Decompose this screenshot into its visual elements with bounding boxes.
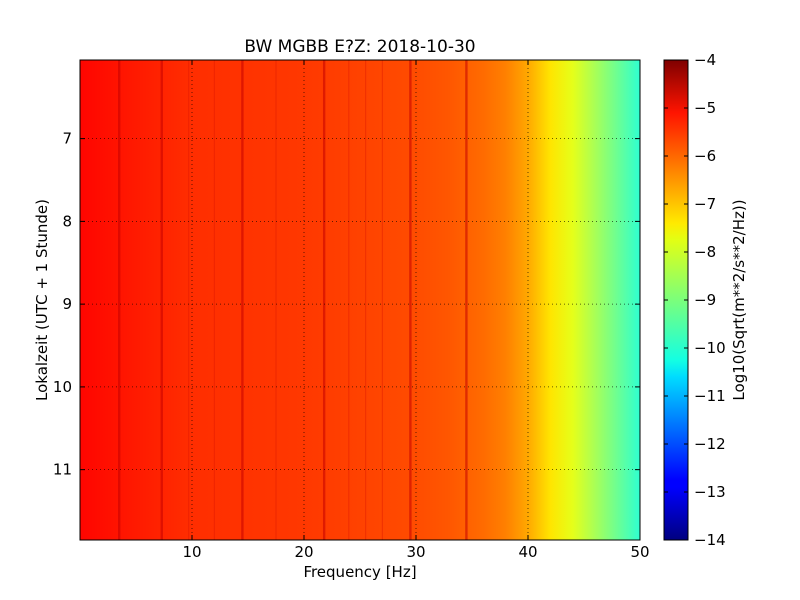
y-tick-label: 7	[62, 130, 72, 148]
y-tick-label: 11	[53, 461, 72, 479]
y-axis-label: Lokalzeit (UTC + 1 Stunde)	[33, 199, 51, 401]
x-tick-label: 20	[294, 543, 313, 561]
colorbar-tick-label: −8	[694, 243, 716, 261]
colorbar-tick-label: −11	[694, 387, 726, 405]
colorbar-tick-label: −7	[694, 195, 716, 213]
y-axis: 7 8 9 10 11	[53, 130, 640, 479]
plot-frame	[79, 59, 641, 541]
grid-lines	[80, 60, 640, 540]
colorbar-tick-label: −9	[694, 291, 716, 309]
colorbar-tick-label: −4	[694, 51, 716, 69]
y-tick-label: 8	[62, 212, 72, 230]
colorbar-tick-label: −13	[694, 483, 726, 501]
colorbar-tick-label: −10	[694, 339, 726, 357]
y-tick-label: 9	[62, 295, 72, 313]
colorbar-tick-label: −14	[694, 531, 726, 549]
x-tick-label: 10	[182, 543, 201, 561]
spectral-lines	[117, 60, 468, 540]
colorbar: −4 −5 −6 −7 −8 −9 −10 −11 −12 −13 −14 Log10(Sqrt(m…	[663, 51, 748, 549]
plot-area	[79, 59, 641, 541]
x-tick-label: 50	[630, 543, 649, 561]
spectrogram-heatmap	[80, 60, 640, 540]
x-tick-label: 40	[518, 543, 537, 561]
colorbar-label: Log10(Sqrt(m**2/s**2/Hz))	[730, 199, 748, 400]
x-axis: 10 20 30 40 50	[182, 60, 650, 561]
colorbar-tick-label: −12	[694, 435, 726, 453]
colorbar-tick-label: −5	[694, 99, 716, 117]
colorbar-tick-label: −6	[694, 147, 716, 165]
chart-title: BW MGBB E?Z: 2018-10-30	[244, 37, 475, 57]
y-tick-label: 10	[53, 378, 72, 396]
x-tick-label: 30	[406, 543, 425, 561]
x-axis-label: Frequency [Hz]	[303, 563, 416, 581]
colorbar-ticks: −4 −5 −6 −7 −8 −9 −10 −11 −12 −13 −14	[664, 51, 726, 549]
